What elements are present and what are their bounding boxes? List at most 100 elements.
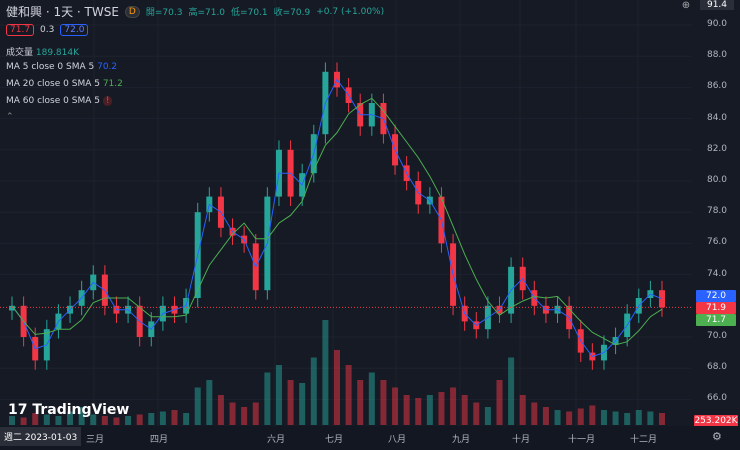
volume-bar — [357, 380, 364, 425]
month-tick: 十一月 — [568, 435, 596, 445]
volume-bar — [426, 395, 433, 425]
interval-badge[interactable]: D — [124, 5, 140, 18]
volume-bar — [32, 413, 39, 425]
volume-bar — [659, 413, 665, 425]
volume-bar — [438, 392, 445, 425]
volume-bar — [392, 387, 399, 425]
ohlc-open: 開=70.3 — [145, 8, 183, 18]
volume-bar — [217, 395, 224, 425]
cursor-date: 週二 2023-01-03 — [0, 427, 82, 446]
volume-legend[interactable]: 成交量 189.814K — [6, 45, 79, 58]
volume-bar — [78, 407, 85, 425]
volume-bar — [252, 402, 259, 425]
ohlc-low: 低=70.1 — [231, 8, 268, 18]
volume-bar — [519, 395, 526, 425]
volume-bar — [136, 414, 143, 425]
price-tick: 68.0 — [706, 362, 728, 373]
ma5-price-badge: 72.0 — [696, 290, 736, 302]
price-axis-top: 91.4 — [700, 0, 734, 10]
price-tick: 76.0 — [706, 237, 728, 248]
ohlc-close: 收=70.9 — [273, 8, 311, 18]
volume-bar — [566, 411, 573, 425]
ma20-label: MA 20 close 0 SMA 5 — [6, 79, 100, 89]
volume-bar — [554, 410, 561, 425]
volume-bar — [275, 365, 282, 425]
volume-bar — [531, 402, 538, 425]
volume-bar — [403, 395, 410, 425]
candle — [659, 290, 665, 308]
volume-label: 成交量 — [6, 48, 34, 58]
volume-bar — [90, 414, 97, 425]
volume-bar — [264, 372, 271, 425]
ma60-label: MA 60 close 0 SMA 5 — [6, 96, 100, 106]
sell-button[interactable]: 71.7 — [6, 24, 35, 36]
volume-bar — [183, 413, 190, 425]
ma5-value: 70.2 — [97, 62, 118, 72]
ma20-legend[interactable]: MA 20 close 0 SMA 5 71.2 — [6, 79, 123, 89]
last-price-badge: 71.9 — [696, 302, 736, 314]
warning-icon[interactable]: ! — [102, 96, 113, 106]
volume-bar — [310, 357, 317, 425]
volume-bar — [473, 402, 480, 425]
price-tick: 88.0 — [706, 50, 728, 61]
month-tick: 八月 — [388, 435, 407, 445]
volume-bar — [159, 411, 166, 425]
ohlc-change: +0.7 (+1.00%) — [316, 6, 385, 17]
volume-bar — [322, 320, 329, 425]
symbol-header: 健和興 · 1天 · TWSE D 開=70.3 高=71.0 低=70.1 收… — [6, 3, 384, 20]
candle — [9, 305, 15, 311]
volume-bar — [345, 365, 352, 425]
volume-bar — [148, 413, 155, 425]
volume-bar — [194, 387, 201, 425]
month-tick: 十月 — [512, 435, 531, 445]
volume-bar — [299, 383, 306, 425]
volume-bar — [368, 372, 375, 425]
volume-bar — [589, 405, 596, 425]
volume-bar — [508, 357, 515, 425]
buy-button[interactable]: 72.0 — [60, 24, 89, 36]
volume-bar — [113, 417, 120, 425]
ma60-legend[interactable]: MA 60 close 0 SMA 5 ! — [6, 96, 113, 106]
month-tick: 三月 — [86, 435, 105, 445]
volume-bar — [20, 417, 27, 425]
volume-bar — [647, 411, 654, 425]
ma20-price-badge: 71.7 — [696, 314, 736, 326]
tradingview-logo[interactable]: 𝟭𝟳 TradingView — [8, 402, 130, 418]
ohlc-high: 高=71.0 — [188, 8, 226, 18]
price-tick: 84.0 — [706, 112, 728, 123]
add-icon[interactable]: ⊕ — [681, 0, 691, 11]
volume-bar — [334, 350, 340, 425]
ma20-line — [11, 97, 663, 346]
ma5-label: MA 5 close 0 SMA 5 — [6, 62, 95, 72]
month-tick: 七月 — [325, 435, 344, 445]
volume-bar — [612, 411, 619, 425]
volume-bar — [415, 398, 422, 425]
volume-bar — [125, 416, 132, 425]
price-tick: 78.0 — [706, 206, 728, 217]
ma5-legend[interactable]: MA 5 close 0 SMA 5 70.2 — [6, 62, 117, 72]
volume-bar — [171, 410, 178, 425]
volume-bar — [496, 380, 503, 425]
time-axis[interactable] — [0, 426, 740, 450]
collapse-legend-icon[interactable]: ⌃ — [6, 112, 14, 122]
volume-bar — [43, 414, 50, 425]
price-tick: 74.0 — [706, 268, 728, 279]
volume-bar — [101, 416, 108, 425]
ma5-line — [11, 78, 663, 358]
volume-bar — [9, 416, 15, 425]
price-tick: 80.0 — [706, 175, 728, 185]
volume-bar — [624, 413, 631, 425]
month-tick: 九月 — [452, 435, 471, 445]
ma20-value: 71.2 — [102, 79, 123, 89]
symbol-title[interactable]: 健和興 · 1天 · TWSE — [6, 5, 119, 19]
settings-icon[interactable]: ⚙ — [712, 430, 722, 443]
price-tick: 86.0 — [706, 81, 728, 92]
price-tick: 66.0 — [706, 393, 728, 404]
price-tick: 90.0 — [706, 19, 728, 29]
volume-bar — [577, 408, 584, 425]
volume-bar — [206, 380, 213, 425]
volume-bar — [229, 402, 236, 425]
volume-bar — [241, 407, 248, 425]
